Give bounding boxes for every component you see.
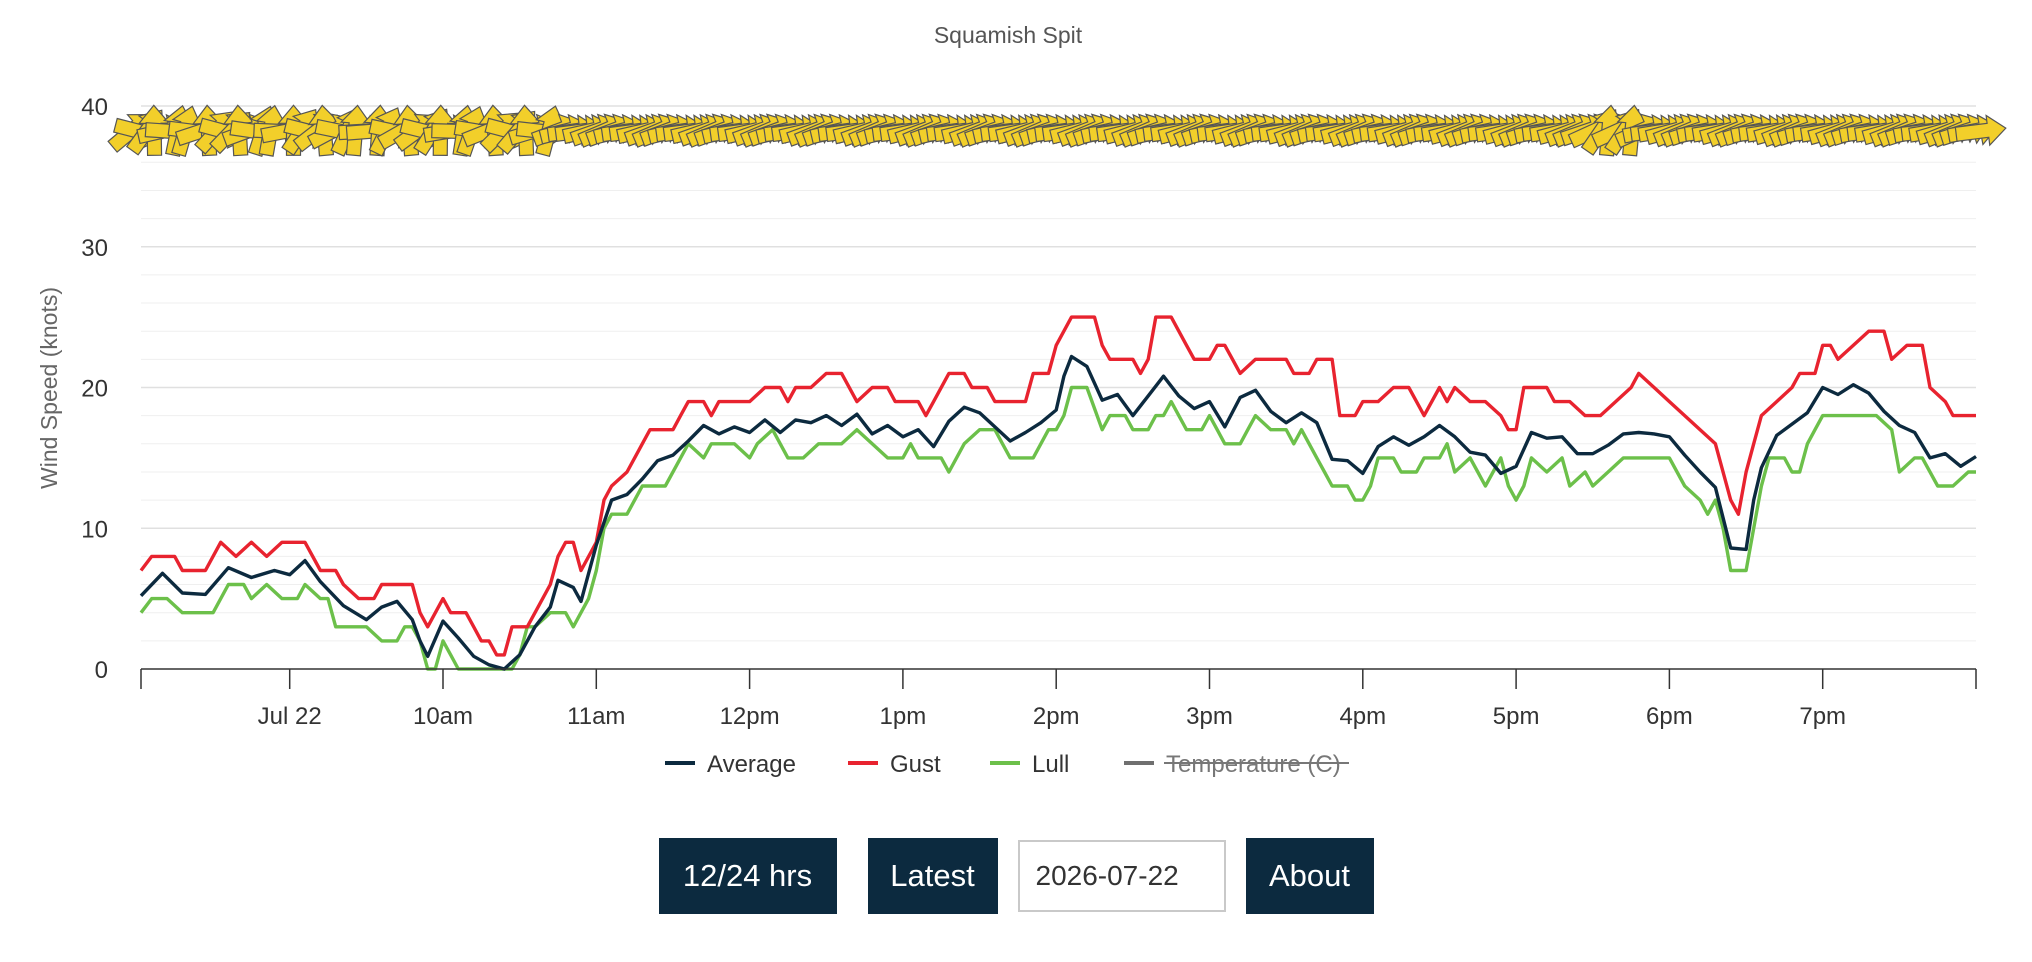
legend-label: Lull: [1032, 751, 1069, 778]
x-tick-label: 1pm: [880, 703, 927, 730]
axes: 0 10 20 30 40 Jul 22 10am 11am 12pm 1pm 2pm 3pm 4pm 5…: [81, 94, 1977, 730]
about-button[interactable]: About: [1245, 838, 1374, 914]
latest-button[interactable]: Latest: [867, 838, 998, 914]
control-bar: 12/24 hrs Latest About: [0, 838, 2032, 914]
x-tick-label: 6pm: [1646, 703, 1693, 730]
legend-label: Gust: [890, 751, 941, 778]
x-tick-label: 12pm: [720, 703, 780, 730]
y-tick-label: 40: [81, 94, 108, 121]
legend-label: Temperature (C): [1166, 751, 1341, 778]
date-input[interactable]: [1017, 840, 1226, 912]
x-tick-label: Jul 22: [258, 703, 322, 730]
wind-direction-arrows: [107, 104, 2007, 158]
chart-title: Squamish Spit: [934, 22, 1083, 48]
series-line-lull: [139, 385, 1976, 671]
y-tick-label: 10: [81, 516, 108, 543]
x-tick-label: 11am: [567, 703, 625, 730]
series-line-gust: [139, 315, 1976, 657]
y-tick-label: 20: [81, 376, 108, 403]
chart-svg: 0 10 20 30 40 Jul 22 10am 11am 12pm 1pm 2pm 3pm 4pm 5…: [36, 22, 2007, 778]
y-axis-title: Wind Speed (knots): [36, 287, 62, 489]
y-tick-label: 30: [81, 235, 108, 262]
series-line-average: [139, 354, 1977, 671]
series-lines: [139, 315, 1977, 671]
range-toggle-button[interactable]: 12/24 hrs: [658, 838, 837, 914]
x-tick-label: 10am: [413, 703, 473, 730]
wind-arrow: [1954, 114, 2007, 147]
legend-label: Average: [707, 751, 796, 778]
x-tick-label: 3pm: [1186, 703, 1233, 730]
y-tick-label: 0: [95, 657, 108, 684]
wind-chart: 0 10 20 30 40 Jul 22 10am 11am 12pm 1pm 2pm 3pm 4pm 5…: [36, 22, 2007, 778]
legend: Average Gust Lull Temperature (C): [665, 751, 1349, 778]
x-tick-label: 5pm: [1493, 703, 1540, 730]
x-tick-label: 7pm: [1799, 703, 1846, 730]
gridlines: [141, 105, 1976, 642]
x-tick-label: 4pm: [1339, 703, 1386, 730]
x-tick-label: 2pm: [1033, 703, 1080, 730]
